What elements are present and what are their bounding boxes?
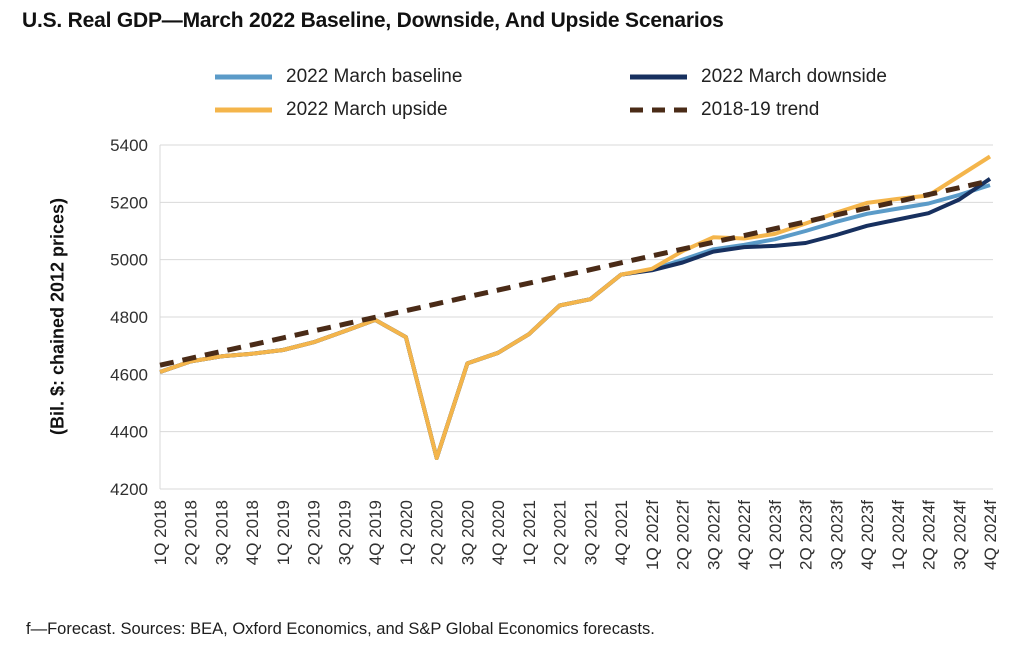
x-tick-label: 4Q 2021 [612, 500, 631, 565]
y-tick-label: 5000 [110, 251, 148, 270]
legend-label: 2018-19 trend [701, 99, 820, 120]
x-tick-label: 1Q 2021 [520, 500, 539, 565]
x-tick-label: 3Q 2020 [458, 500, 477, 565]
legend-item-2022-march-downside: 2022 March downside [630, 64, 887, 90]
x-tick-label: 2Q 2018 [182, 500, 201, 565]
x-tick-label: 1Q 2024f [889, 500, 908, 570]
x-tick-label: 4Q 2023f [858, 500, 877, 570]
source-note: f—Forecast. Sources: BEA, Oxford Economi… [26, 620, 655, 638]
chart-title: U.S. Real GDP—March 2022 Baseline, Downs… [22, 9, 724, 32]
chart-legend: 2022 March baseline 2022 March downside 20… [215, 64, 887, 123]
series-line-2022-march-upside [159, 154, 992, 460]
legend-label: 2022 March baseline [286, 66, 463, 87]
x-tick-label: 3Q 2024f [950, 500, 969, 570]
legend-item-2022-march-upside: 2022 March upside [215, 97, 630, 123]
x-tick-label: 4Q 2019 [366, 500, 385, 565]
x-tick-label: 4Q 2022f [735, 500, 754, 570]
x-tick-label: 3Q 2021 [581, 500, 600, 565]
series-line-2022-march-downside [159, 177, 992, 460]
legend-item-2018-19-trend: 2018-19 trend [630, 97, 887, 123]
legend-swatch-2022-march-baseline [215, 74, 272, 80]
series-line-2018-19-trend [159, 178, 991, 368]
x-tick-label: 1Q 2023f [766, 500, 785, 570]
legend-swatch-2022-march-downside [630, 74, 687, 80]
y-tick-label: 4800 [110, 308, 148, 327]
y-tick-label: 5400 [110, 136, 148, 155]
x-tick-label: 3Q 2023f [827, 500, 846, 570]
x-tick-label: 1Q 2020 [397, 500, 416, 565]
x-tick-label: 4Q 2018 [243, 500, 262, 565]
x-tick-label: 1Q 2018 [151, 500, 170, 565]
x-tick-label: 2Q 2023f [797, 500, 816, 570]
x-tick-label: 4Q 2020 [489, 500, 508, 565]
y-tick-label: 4600 [110, 365, 148, 384]
y-tick-label: 5200 [110, 193, 148, 212]
legend-label: 2022 March downside [701, 66, 887, 87]
legend-item-2022-march-baseline: 2022 March baseline [215, 64, 630, 90]
legend-label: 2022 March upside [286, 99, 448, 120]
x-tick-label: 3Q 2018 [212, 500, 231, 565]
x-tick-label: 3Q 2022f [704, 500, 723, 570]
x-tick-label: 2Q 2024f [920, 500, 939, 570]
y-tick-label: 4200 [110, 480, 148, 499]
x-tick-label: 2Q 2022f [674, 500, 693, 570]
x-tick-label: 4Q 2024f [981, 500, 1000, 570]
x-tick-label: 3Q 2019 [335, 500, 354, 565]
x-tick-label: 2Q 2021 [551, 500, 570, 565]
x-tick-label: 2Q 2020 [428, 500, 447, 565]
legend-swatch-2018-19-trend [630, 107, 687, 113]
x-tick-label: 1Q 2022f [643, 500, 662, 570]
legend-swatch-2022-march-upside [215, 107, 272, 113]
x-tick-label: 2Q 2019 [305, 500, 324, 565]
x-tick-label: 1Q 2019 [274, 500, 293, 565]
y-axis-title: (Bil. $: chained 2012 prices) [47, 197, 68, 436]
y-tick-label: 4400 [110, 423, 148, 442]
